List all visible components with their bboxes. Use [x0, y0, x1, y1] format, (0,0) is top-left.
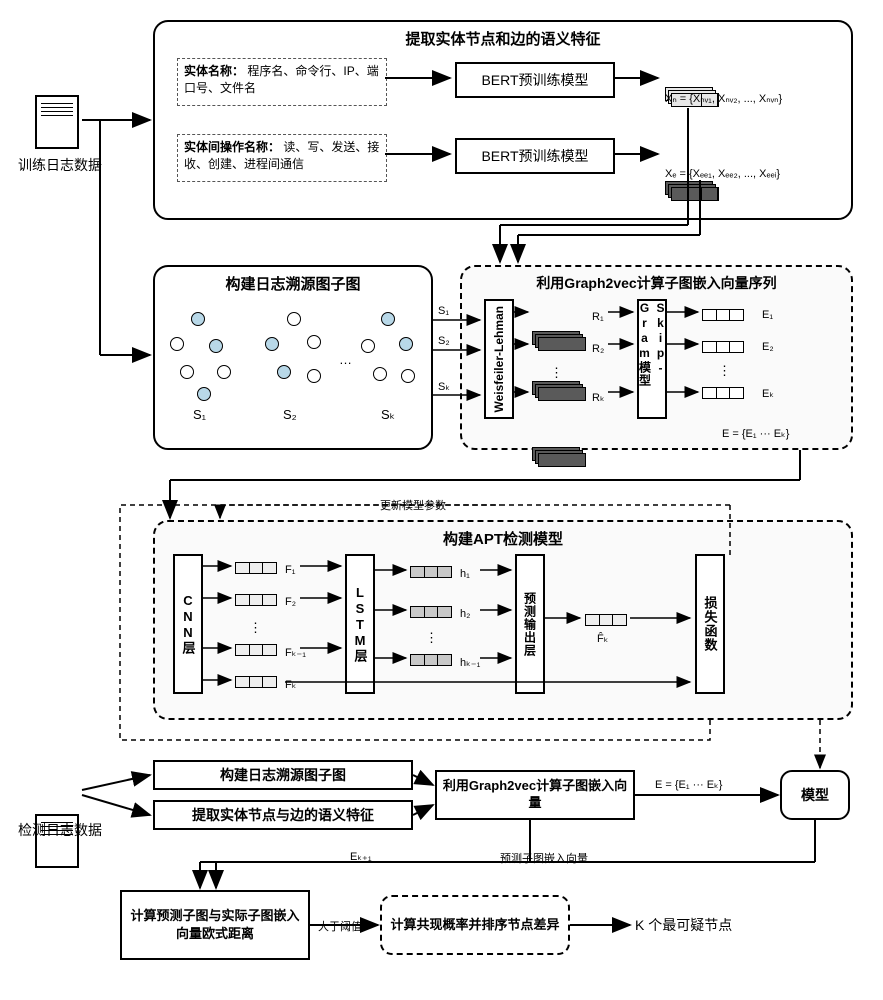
sk-label: Sₖ [381, 407, 395, 423]
threshold-label: 大于阈值 [318, 918, 362, 934]
dots-e: ⋮ [718, 363, 731, 379]
entity-name-box: 实体名称： 程序名、命令行、IP、端口号、文件名 [177, 58, 387, 106]
lstm-label: LSTM层 [351, 585, 370, 663]
e-bar-k [702, 387, 744, 399]
cnn-label: CNN层 [179, 593, 198, 655]
bert-box-1: BERT预训练模型 [455, 62, 615, 98]
xn-formula: Xₙ = {Xₙᵥ₁, Xₙᵥ₂, ..., Xₙᵥₙ} [665, 92, 845, 105]
dots-r: ⋮ [550, 365, 563, 381]
detect-log-label: 检测日志数据 [18, 820, 102, 840]
panel-subgraph: 构建日志溯源图子图 … [153, 265, 433, 450]
h-bar-1 [410, 566, 452, 578]
skipgram-label: Skip-Gram模型 [637, 301, 668, 417]
ek: Eₖ [762, 387, 774, 400]
subgraph-illustration: … S₁ S₂ Sₖ [165, 307, 425, 427]
e-bar-2 [702, 341, 744, 353]
f-bar-2 [235, 594, 277, 606]
hk1: hₖ₋₁ [460, 656, 480, 669]
bottom-extract-features: 提取实体节点与边的语义特征 [153, 800, 413, 830]
f-bar-k1 [235, 644, 277, 656]
wl-box: Weisfeiler-Lehman [484, 299, 514, 419]
xe-formula: Xₑ = {Xₑₑ₁, Xₑₑ₂, ..., Xₑₑᵢ} [665, 168, 845, 180]
bottom-graph2vec: 利用Graph2vec计算子图嵌入向量 [435, 770, 635, 820]
f-bar-k [235, 676, 277, 688]
cnn-box: CNN层 [173, 554, 203, 694]
bottom-model: 模型 [780, 770, 850, 820]
panel-graph2vec: 利用Graph2vec计算子图嵌入向量序列 Weisfeiler-Lehman … [460, 265, 853, 450]
bottom-build-subgraph: 构建日志溯源图子图 [153, 760, 413, 790]
f2: F₂ [285, 596, 296, 608]
tensor-xe [665, 181, 713, 199]
loss-label: 损失函数 [701, 596, 720, 652]
calc-co-text: 计算共现概率并排序节点差异 [390, 916, 559, 934]
panel2-title: 构建日志溯源图子图 [155, 273, 431, 294]
r-tensor-k [532, 447, 580, 465]
bottom-build-subgraph-text: 构建日志溯源图子图 [220, 765, 346, 785]
r-tensor-2 [532, 381, 580, 399]
h1: h₁ [460, 568, 470, 580]
entity-name-label: 实体名称： [184, 64, 244, 78]
bottom-e-summary: E = {E₁ ··· Eₖ} [655, 778, 722, 791]
r-tensor-1 [532, 331, 580, 349]
f-bar-1 [235, 562, 277, 574]
arrow-sk: Sₖ [438, 380, 450, 393]
r2: R₂ [592, 343, 604, 355]
bert-label-2: BERT预训练模型 [481, 146, 588, 166]
panel-semantic-features: 提取实体节点和边的语义特征 实体名称： 程序名、命令行、IP、端口号、文件名 B… [153, 20, 853, 220]
dots-f: ⋮ [249, 620, 262, 636]
calc-dist-box: 计算预测子图与实际子图嵌入向量欧式距离 [120, 890, 310, 960]
h-bar-k1 [410, 654, 452, 666]
bert-label-1: BERT预训练模型 [481, 70, 588, 90]
bottom-extract-features-text: 提取实体节点与边的语义特征 [192, 805, 374, 825]
update-params-label: 更新模型参数 [380, 497, 446, 513]
skipgram-box: Skip-Gram模型 [637, 299, 667, 419]
arrow-s1: S₁ [438, 305, 449, 317]
panel4-title: 构建APT检测模型 [155, 528, 851, 549]
ek1-label: Eₖ₊₁ [350, 850, 372, 863]
f1: F₁ [285, 564, 295, 576]
e1: E₁ [762, 309, 773, 321]
wl-label: Weisfeiler-Lehman [492, 306, 506, 412]
calc-dist-text: 计算预测子图与实际子图嵌入向量欧式距离 [126, 907, 304, 943]
fhat-bar [585, 614, 627, 626]
e2: E₂ [762, 341, 774, 353]
e-summary: E = {E₁ ··· Eₖ} [722, 427, 789, 440]
s2-label: S₂ [283, 407, 297, 422]
s1-label: S₁ [193, 407, 206, 422]
ellipsis: … [339, 352, 352, 367]
fhat: F̂ₖ [597, 632, 608, 645]
train-log-label: 训练日志数据 [18, 155, 102, 175]
entity-op-box: 实体间操作名称： 读、写、发送、接收、创建、进程间通信 [177, 134, 387, 182]
rk: Rₖ [592, 391, 605, 404]
panel-apt-model: 构建APT检测模型 CNN层 ⋮ F₁ F₂ Fₖ₋₁ Fₖ LSTM层 ⋮ h… [153, 520, 853, 720]
fk1: Fₖ₋₁ [285, 646, 306, 659]
entity-op-label: 实体间操作名称： [184, 140, 280, 154]
bert-box-2: BERT预训练模型 [455, 138, 615, 174]
h-bar-2 [410, 606, 452, 618]
predict-out-label: 预测输出层 [522, 592, 539, 657]
train-log-doc-icon [35, 95, 79, 149]
pred-embedding-label: 预测子图嵌入向量 [500, 850, 588, 866]
fk: Fₖ [285, 678, 296, 691]
h2: h₂ [460, 608, 470, 620]
lstm-box: LSTM层 [345, 554, 375, 694]
top-k-label: K 个最可疑节点 [635, 915, 732, 935]
bottom-graph2vec-text: 利用Graph2vec计算子图嵌入向量 [441, 778, 629, 812]
bottom-model-text: 模型 [801, 785, 829, 805]
dots-h: ⋮ [425, 630, 438, 646]
calc-co-box: 计算共现概率并排序节点差异 [380, 895, 570, 955]
e-bar-1 [702, 309, 744, 321]
panel3-title: 利用Graph2vec计算子图嵌入向量序列 [462, 273, 851, 293]
loss-box: 损失函数 [695, 554, 725, 694]
predict-out-box: 预测输出层 [515, 554, 545, 694]
panel1-title: 提取实体节点和边的语义特征 [155, 28, 851, 49]
arrow-s2: S₂ [438, 335, 450, 347]
r1: R₁ [592, 311, 604, 323]
